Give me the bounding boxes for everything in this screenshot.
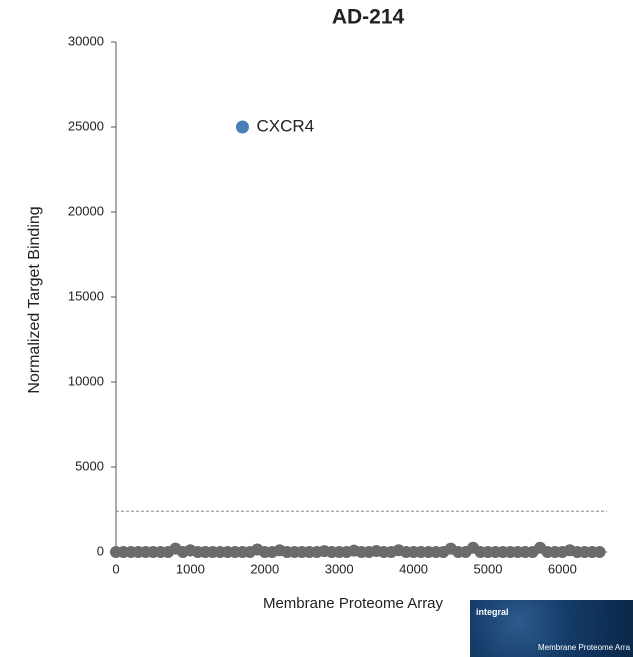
y-tick-label: 25000 [68,118,104,133]
y-tick-label: 10000 [68,373,104,388]
chart-title: AD-214 [332,6,405,29]
point [235,120,249,134]
y-axis-label: Normalized Target Binding [26,206,43,393]
y-tick-label: 15000 [68,288,104,303]
x-tick-label: 3000 [325,561,354,576]
logo-brand: integral [476,607,509,617]
y-tick-label: 20000 [68,203,104,218]
x-tick-label: 6000 [548,561,577,576]
point [593,546,606,558]
x-tick-label: 0 [112,561,119,576]
x-tick-label: 1000 [176,561,205,576]
x-tick-label: 4000 [399,561,428,576]
y-tick-label: 0 [97,543,104,558]
y-tick-label: 30000 [68,33,104,48]
logo: integral Membrane Proteome Arra [470,600,633,657]
point-label: CXCR4 [256,116,314,135]
x-axis-label: Membrane Proteome Array [263,595,444,612]
logo-caption: Membrane Proteome Arra [538,643,631,652]
x-tick-label: 2000 [250,561,279,576]
y-tick-label: 5000 [75,458,104,473]
x-tick-label: 5000 [474,561,503,576]
